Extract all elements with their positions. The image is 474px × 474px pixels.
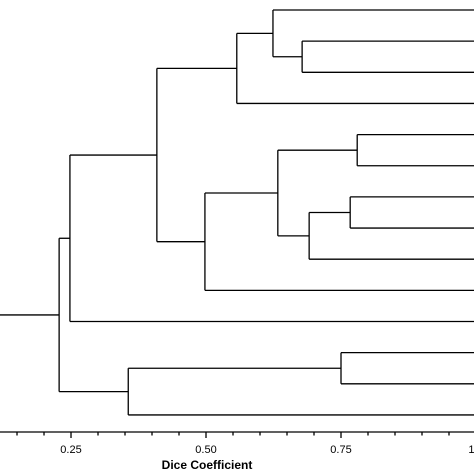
x-tick-label: 1.0 <box>468 444 474 456</box>
x-tick-label: 0.50 <box>195 444 216 456</box>
x-axis-title: Dice Coefficient <box>162 458 253 472</box>
x-tick-label: 0.75 <box>330 444 351 456</box>
x-tick-label: 0.25 <box>60 444 81 456</box>
